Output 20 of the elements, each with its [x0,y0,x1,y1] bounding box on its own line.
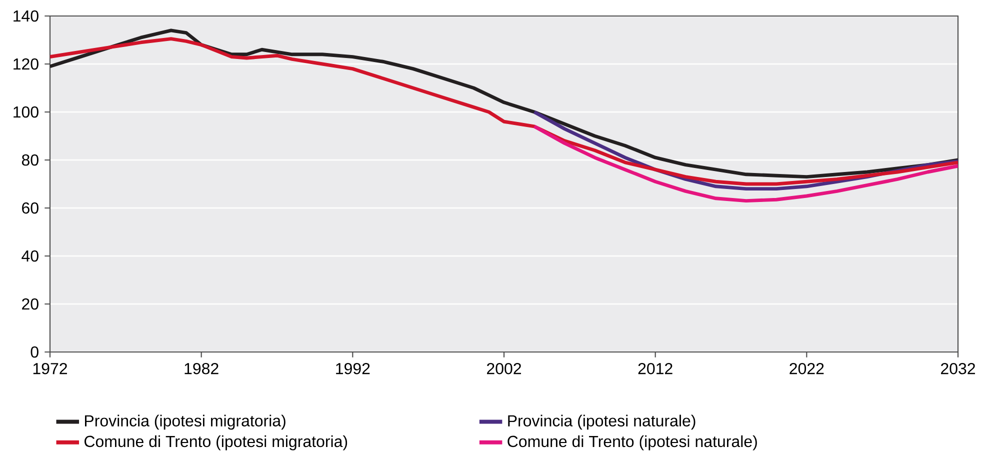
legend-label: Provincia (ipotesi naturale) [508,414,696,430]
legend-label: Comune di Trento (ipotesi naturale) [508,435,757,450]
y-tick-label: 40 [22,250,38,262]
y-tick-label: 140 [14,10,38,22]
legend-label: Provincia (ipotesi migratoria) [85,414,286,430]
y-tick-label: 80 [22,154,38,166]
x-tick-label: 1992 [336,362,370,374]
x-tick-label: 2002 [487,362,521,374]
legend-label: Comune di Trento (ipotesi migratoria) [84,435,348,450]
y-tick-label: 20 [22,298,38,310]
x-tick-label: 2032 [941,362,975,374]
x-tick-label: 1982 [184,362,218,374]
y-tick-label: 100 [14,106,38,118]
line-series [532,124,958,203]
x-tick-label: 1972 [33,362,67,374]
y-tick-label: 60 [22,202,38,214]
x-tick-label: 2012 [638,362,672,374]
x-tick-label: 2022 [790,362,824,374]
y-tick-label: 120 [14,58,38,70]
y-tick-label: 0 [30,346,38,358]
